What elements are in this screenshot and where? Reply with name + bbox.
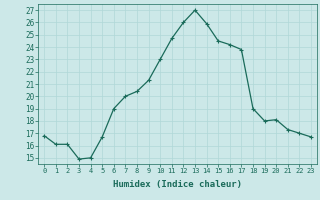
X-axis label: Humidex (Indice chaleur): Humidex (Indice chaleur) bbox=[113, 180, 242, 189]
